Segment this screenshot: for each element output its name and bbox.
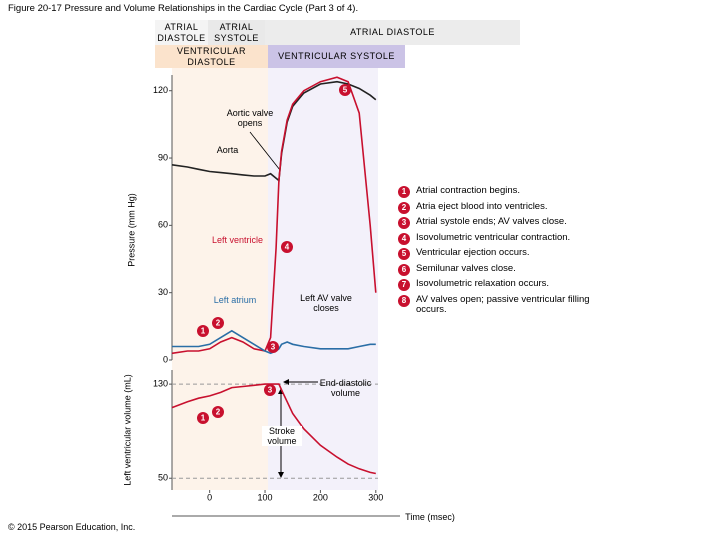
phase: ATRIAL DIASTOLE bbox=[155, 20, 208, 45]
annotation: Left atrium bbox=[213, 295, 257, 305]
annotation: Stroke volume bbox=[262, 426, 302, 446]
data-line bbox=[171, 383, 376, 475]
x-tick-label: 0 bbox=[207, 492, 212, 502]
legend-text: Semilunar valves close. bbox=[416, 262, 516, 274]
arrowhead bbox=[283, 379, 289, 385]
y-axis-label: Left ventricular volume (mL) bbox=[122, 374, 132, 486]
phase-shade bbox=[268, 68, 378, 490]
legend-number: 8 bbox=[398, 294, 410, 307]
marker bbox=[281, 241, 293, 253]
marker bbox=[339, 84, 351, 96]
legend-item: 3 Atrial systole ends; AV valves close. bbox=[398, 217, 598, 229]
y-axis-label: Pressure (mm Hg) bbox=[126, 193, 136, 267]
annotation: End-diastolic volume bbox=[319, 378, 372, 398]
marker bbox=[197, 412, 209, 424]
x-tick-label: 300 bbox=[368, 492, 383, 502]
legend-number: 2 bbox=[398, 201, 410, 214]
marker bbox=[212, 317, 224, 329]
phase: ATRIAL SYSTOLE bbox=[208, 20, 265, 45]
marker-label: 3 bbox=[268, 386, 273, 395]
marker-label: 4 bbox=[285, 243, 290, 252]
legend-text: AV valves open; passive ventricular fill… bbox=[416, 293, 590, 315]
legend-number: 5 bbox=[398, 248, 410, 260]
y-tick-label: 0 bbox=[163, 354, 168, 364]
annotation: Aortic valve opens bbox=[226, 108, 274, 128]
y-tick-label: 90 bbox=[158, 152, 168, 162]
phase: VENTRICULAR DIASTOLE bbox=[155, 45, 268, 68]
x-tick-label: 200 bbox=[313, 492, 328, 502]
legend-text: Isovolumetric relaxation occurs. bbox=[416, 278, 550, 289]
data-line bbox=[171, 76, 377, 355]
legend-number: 4 bbox=[398, 232, 410, 245]
phase-shade bbox=[172, 68, 268, 490]
marker bbox=[197, 325, 209, 337]
marker bbox=[267, 341, 279, 353]
y-tick-label: 60 bbox=[158, 220, 168, 230]
legend-number: 1 bbox=[398, 186, 410, 198]
annotation: Left AV valve closes bbox=[300, 293, 352, 313]
legend-item: 8 AV valves open; passive ventricular fil… bbox=[398, 293, 598, 315]
marker bbox=[212, 406, 224, 418]
y-tick-label: 50 bbox=[158, 473, 168, 483]
legend-item: 4 Isovolumetric ventricular contraction. bbox=[398, 231, 598, 245]
marker-label: 2 bbox=[216, 408, 221, 417]
x-axis-label: Time (msec) bbox=[405, 512, 455, 522]
figure-title: Figure 20-17 Pressure and Volume Relatio… bbox=[8, 3, 359, 14]
legend-text: Atria eject blood into ventricles. bbox=[416, 200, 548, 212]
y-tick-label: 30 bbox=[158, 287, 168, 297]
marker-label: 3 bbox=[271, 343, 276, 352]
phase: ATRIAL DIASTOLE bbox=[265, 20, 520, 45]
copyright: © 2015 Pearson Education, Inc. bbox=[8, 522, 136, 532]
legend-text: Atrial systole ends; AV valves close. bbox=[416, 216, 567, 227]
legend-item: 1 Atrial contraction begins. bbox=[398, 186, 598, 198]
annotation: Aorta bbox=[216, 145, 239, 155]
legend-item: 6 Semilunar valves close. bbox=[398, 262, 598, 276]
marker-label: 1 bbox=[201, 414, 206, 423]
annotation: Left ventricle bbox=[211, 235, 264, 245]
x-tick-label: 100 bbox=[258, 492, 273, 502]
phase: VENTRICULAR SYSTOLE bbox=[268, 45, 405, 68]
legend-text: Atrial contraction begins. bbox=[416, 185, 521, 196]
legend-text: Ventricular ejection occurs. bbox=[416, 247, 530, 258]
legend-item: 7 Isovolumetric relaxation occurs. bbox=[398, 279, 598, 291]
marker-label: 1 bbox=[201, 327, 206, 336]
marker bbox=[264, 384, 276, 396]
legend-number: 6 bbox=[398, 263, 410, 276]
y-tick-label: 120 bbox=[153, 85, 168, 95]
marker-label: 2 bbox=[216, 319, 221, 328]
arrow bbox=[249, 131, 281, 171]
y-tick-label: 130 bbox=[153, 378, 168, 388]
legend-item: 2 Atria eject blood into ventricles. bbox=[398, 200, 598, 214]
legend-item: 5 Ventricular ejection occurs. bbox=[398, 248, 598, 260]
legend-number: 3 bbox=[398, 217, 410, 229]
legend-text: Isovolumetric ventricular contraction. bbox=[416, 231, 571, 243]
marker-label: 5 bbox=[343, 86, 348, 95]
data-line bbox=[171, 80, 377, 183]
legend-number: 7 bbox=[398, 279, 410, 291]
